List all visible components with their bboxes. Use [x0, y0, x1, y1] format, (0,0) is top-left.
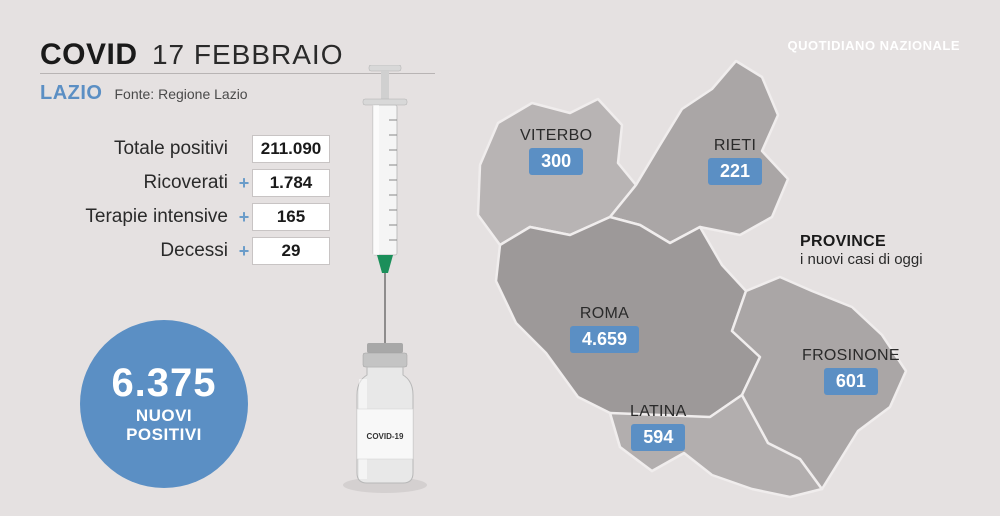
highlight-circle: 6.375 NUOVI POSITIVI	[80, 320, 248, 488]
province-label: FROSINONE 601	[802, 347, 900, 395]
stat-label: Terapie intensive	[40, 206, 236, 228]
stat-plus: +	[236, 173, 252, 194]
province-name: ROMA	[570, 305, 639, 323]
province-value: 601	[824, 368, 878, 395]
source-label: Fonte: Regione Lazio	[115, 86, 248, 102]
stat-row: Ricoverati + 1.784	[40, 166, 330, 200]
province-name: FROSINONE	[802, 347, 900, 365]
province-label: RIETI 221	[708, 137, 762, 185]
stat-plus: +	[236, 241, 252, 262]
vaccine-icon: COVID-19	[315, 65, 455, 495]
stat-row: Totale positivi 211.090	[40, 132, 330, 166]
map-region: VITERBO 300 RIETI 221 ROMA 4.659 FROSINO…	[460, 55, 980, 510]
province-label: VITERBO 300	[520, 127, 592, 175]
province-label: LATINA 594	[630, 403, 687, 451]
province-label: ROMA 4.659	[570, 305, 639, 353]
stat-row: Terapie intensive + 165	[40, 200, 330, 234]
title-covid: COVID	[40, 38, 138, 72]
stat-row: Decessi + 29	[40, 234, 330, 268]
highlight-label: NUOVI POSITIVI	[126, 407, 202, 444]
highlight-number: 6.375	[111, 363, 216, 403]
stat-label: Ricoverati	[40, 172, 236, 194]
province-name: VITERBO	[520, 127, 592, 145]
province-caption: PROVINCE i nuovi casi di oggi	[800, 233, 923, 268]
stat-label: Decessi	[40, 240, 236, 262]
header: COVID 17 FEBBRAIO	[40, 38, 343, 72]
stat-plus: +	[236, 207, 252, 228]
highlight-label-line: POSITIVI	[126, 425, 202, 444]
province-caption-sub: i nuovi casi di oggi	[800, 251, 923, 268]
province-value: 300	[529, 148, 583, 175]
stats-table: Totale positivi 211.090 Ricoverati + 1.7…	[40, 132, 330, 268]
province-name: RIETI	[708, 137, 762, 155]
province-caption-title: PROVINCE	[800, 233, 923, 251]
province-name: LATINA	[630, 403, 687, 421]
subheader: LAZIO Fonte: Regione Lazio	[40, 82, 248, 105]
stat-label: Totale positivi	[40, 138, 236, 160]
region-name: LAZIO	[40, 82, 103, 105]
highlight-label-line: NUOVI	[136, 406, 192, 425]
brand-label: QUOTIDIANO NAZIONALE	[788, 38, 961, 53]
province-value: 221	[708, 158, 762, 185]
province-value: 594	[631, 424, 685, 451]
province-value: 4.659	[570, 326, 639, 353]
vial-label-text: COVID-19	[367, 432, 404, 441]
